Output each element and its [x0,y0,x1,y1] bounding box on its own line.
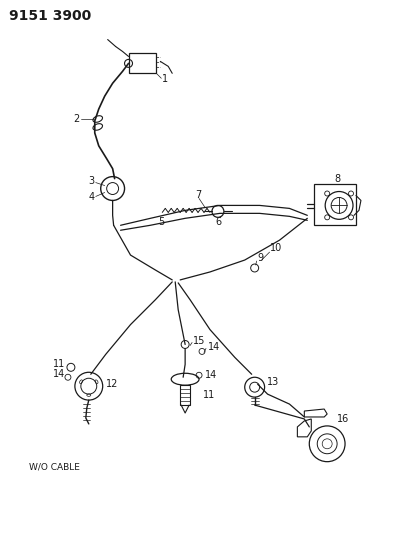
Text: 16: 16 [337,414,349,424]
Text: 14: 14 [53,369,65,379]
Text: 2: 2 [73,114,79,124]
Text: 13: 13 [267,377,279,387]
Bar [314,183,356,225]
Text: 4: 4 [89,192,95,203]
Text: W/O CABLE: W/O CABLE [29,462,80,471]
Text: 5: 5 [158,217,164,227]
Text: 11: 11 [53,359,65,369]
Text: 10: 10 [270,243,282,253]
Text: 14: 14 [208,342,220,352]
Bar [129,53,156,74]
Text: 3: 3 [89,175,95,185]
Text: 7: 7 [195,190,201,200]
Text: 9: 9 [258,253,264,263]
Text: 11: 11 [203,390,215,400]
Bar [180,385,190,405]
Text: 12: 12 [106,379,118,389]
Text: 8: 8 [334,174,340,183]
Text: 9151 3900: 9151 3900 [9,9,92,23]
Text: 1: 1 [162,74,169,84]
Text: 14: 14 [205,370,217,380]
Text: 6: 6 [215,217,221,227]
Text: 15: 15 [193,336,206,346]
